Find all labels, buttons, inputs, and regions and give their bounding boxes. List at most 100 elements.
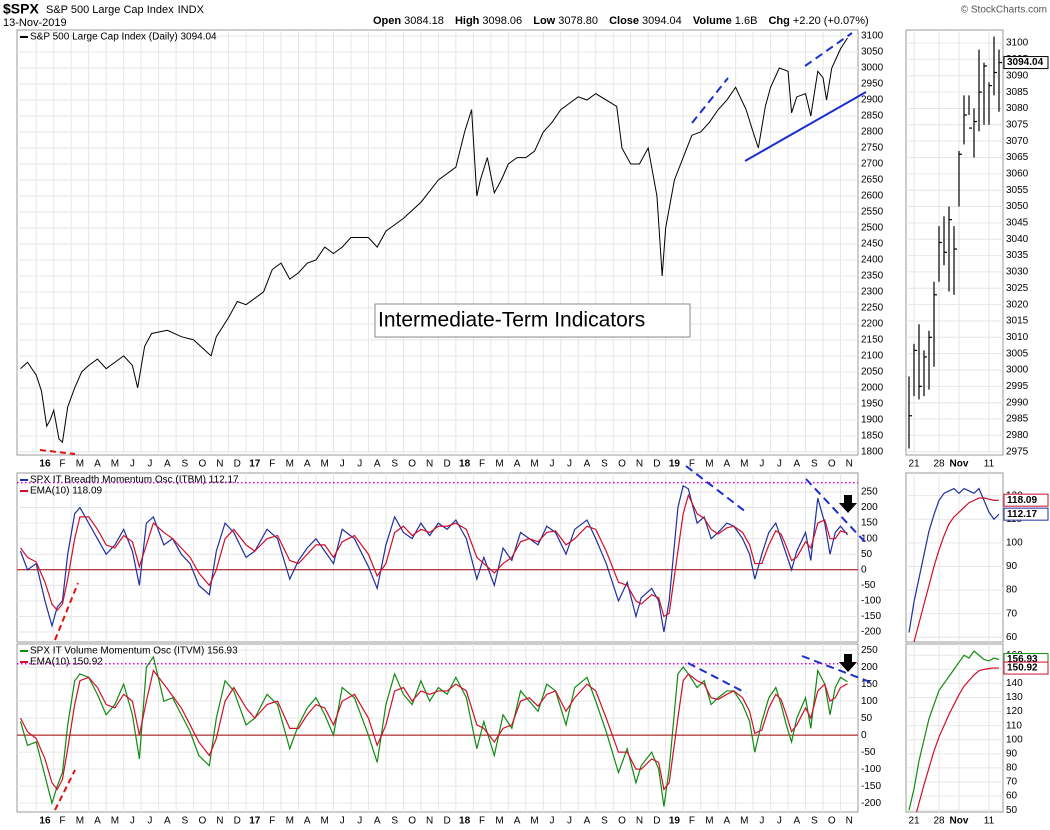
series-line xyxy=(20,493,848,618)
y-tick-label: 2600 xyxy=(861,191,884,202)
series-line xyxy=(908,487,1000,633)
plot-area xyxy=(19,484,848,633)
series-line xyxy=(20,37,848,444)
y-tick-label: 3045 xyxy=(1006,218,1029,229)
index-name: S&P 500 Large Cap Index INDX xyxy=(46,4,205,16)
y-tick-label: 2700 xyxy=(861,159,884,170)
y-tick-label: 3015 xyxy=(1006,316,1029,327)
y-tick-label: 2550 xyxy=(861,207,884,218)
x-tick-label: M xyxy=(321,816,329,827)
x-tick-label: S xyxy=(391,459,398,470)
y-tick-label: 3025 xyxy=(1006,283,1029,294)
y-tick-label: 2750 xyxy=(861,143,884,154)
trend-line xyxy=(805,478,867,544)
y-tick-label: 70 xyxy=(1006,608,1018,619)
x-tick-label: 18 xyxy=(459,816,471,827)
x-tick-label: N xyxy=(636,816,643,827)
trend-line xyxy=(54,769,76,811)
y-tick-label: 3030 xyxy=(1006,267,1029,278)
x-tick-label: A xyxy=(304,459,311,470)
y-tick-label: 3085 xyxy=(1006,87,1029,98)
value-box xyxy=(1003,493,1049,507)
y-tick-label: 2400 xyxy=(861,255,884,266)
y-tick-label: 3040 xyxy=(1006,234,1029,245)
trend-line xyxy=(744,91,867,162)
y-tick-label: 80 xyxy=(1006,763,1018,774)
y-tick-label: 2350 xyxy=(861,271,884,282)
y-tick-label: 3010 xyxy=(1006,332,1029,343)
trend-line xyxy=(691,77,729,124)
plot-area xyxy=(908,650,1000,812)
x-tick-label: M xyxy=(705,459,713,470)
x-tick-label: A xyxy=(724,816,731,827)
x-tick-label: 16 xyxy=(39,816,51,827)
y-tick-label: 3020 xyxy=(1006,299,1029,310)
panel: 1800 1850 1900 1950 2000 2050 2100 2150 2200 2250… xyxy=(16,29,884,470)
y-tick-label: 70 xyxy=(1006,777,1018,788)
x-tick-label: S xyxy=(601,816,608,827)
x-tick-label: N xyxy=(846,459,853,470)
legend-label: EMA(10) 118.09 xyxy=(30,486,103,497)
value-box-label: 112.17 xyxy=(1007,509,1037,520)
y-tick-label: 2650 xyxy=(861,175,884,186)
y-tick-label: 3060 xyxy=(1006,168,1029,179)
trend-lines xyxy=(39,32,871,811)
x-tick-label: J xyxy=(147,459,152,470)
panel: 50607080901001101201301401501602128Nov11… xyxy=(905,643,1049,827)
y-tick-label: 3090 xyxy=(1006,70,1029,81)
annotation: Intermediate-Term Indicators xyxy=(378,309,645,332)
x-tick-label: F xyxy=(59,459,65,470)
quote: Open 3084.18 High 3098.06 Low 3078.80 Close… xyxy=(373,15,869,27)
x-tick-label: A xyxy=(94,459,101,470)
y-tick-label: 2250 xyxy=(861,303,884,314)
y-tick-label: 0 xyxy=(861,730,867,741)
y-tick-label: 1800 xyxy=(861,446,884,457)
y-tick-label: 2800 xyxy=(861,127,884,138)
plot-area xyxy=(20,37,848,444)
x-tick-label: D xyxy=(653,459,660,470)
x-tick-label: F xyxy=(689,459,695,470)
y-tick-label: 3000 xyxy=(1006,365,1029,376)
y-tick-label: 1850 xyxy=(861,430,884,441)
y-tick-label: 2500 xyxy=(861,223,884,234)
x-tick-label: J xyxy=(777,816,782,827)
x-tick-label: N xyxy=(216,459,223,470)
x-tick-label: M xyxy=(495,816,503,827)
panel-background xyxy=(16,643,859,813)
x-tick-label: J xyxy=(340,816,345,827)
y-tick-label: 0 xyxy=(861,564,867,575)
x-tick-label: A xyxy=(164,816,171,827)
x-tick-label: J xyxy=(777,459,782,470)
x-tick-label: M xyxy=(76,459,84,470)
x-tick-label: F xyxy=(59,816,65,827)
y-tick-label: 3005 xyxy=(1006,348,1029,359)
x-tick-label: S xyxy=(182,816,189,827)
y-tick-label: 80 xyxy=(1006,585,1018,596)
quote-label: Open xyxy=(373,15,401,27)
x-tick-label: 16 xyxy=(39,459,51,470)
x-tick-label: 28 xyxy=(933,816,945,827)
x-tick-label: S xyxy=(811,816,818,827)
value-box-label: 118.09 xyxy=(1007,495,1037,506)
x-tick-label: J xyxy=(147,816,152,827)
x-tick-label: O xyxy=(828,459,836,470)
x-tick-label: O xyxy=(408,459,416,470)
x-tick-label: F xyxy=(269,816,275,827)
y-tick-label: 200 xyxy=(861,662,878,673)
x-tick-label: D xyxy=(443,459,450,470)
value-box-label: 3094.04 xyxy=(1007,57,1044,68)
y-tick-label: -150 xyxy=(861,611,881,622)
x-tick-label: J xyxy=(759,816,764,827)
series-line xyxy=(908,650,1000,811)
x-tick-label: D xyxy=(234,459,241,470)
panel: -200 -150 -100 -50 0 50 100 150 200 250 SPX IT Bre… xyxy=(16,472,881,643)
x-tick-label: J xyxy=(130,459,135,470)
y-tick-label: 3070 xyxy=(1006,136,1029,147)
x-tick-label: J xyxy=(340,459,345,470)
y-tick-label: 2990 xyxy=(1006,397,1029,408)
y-tick-label: 1950 xyxy=(861,398,884,409)
quote-label: Close xyxy=(609,15,639,27)
